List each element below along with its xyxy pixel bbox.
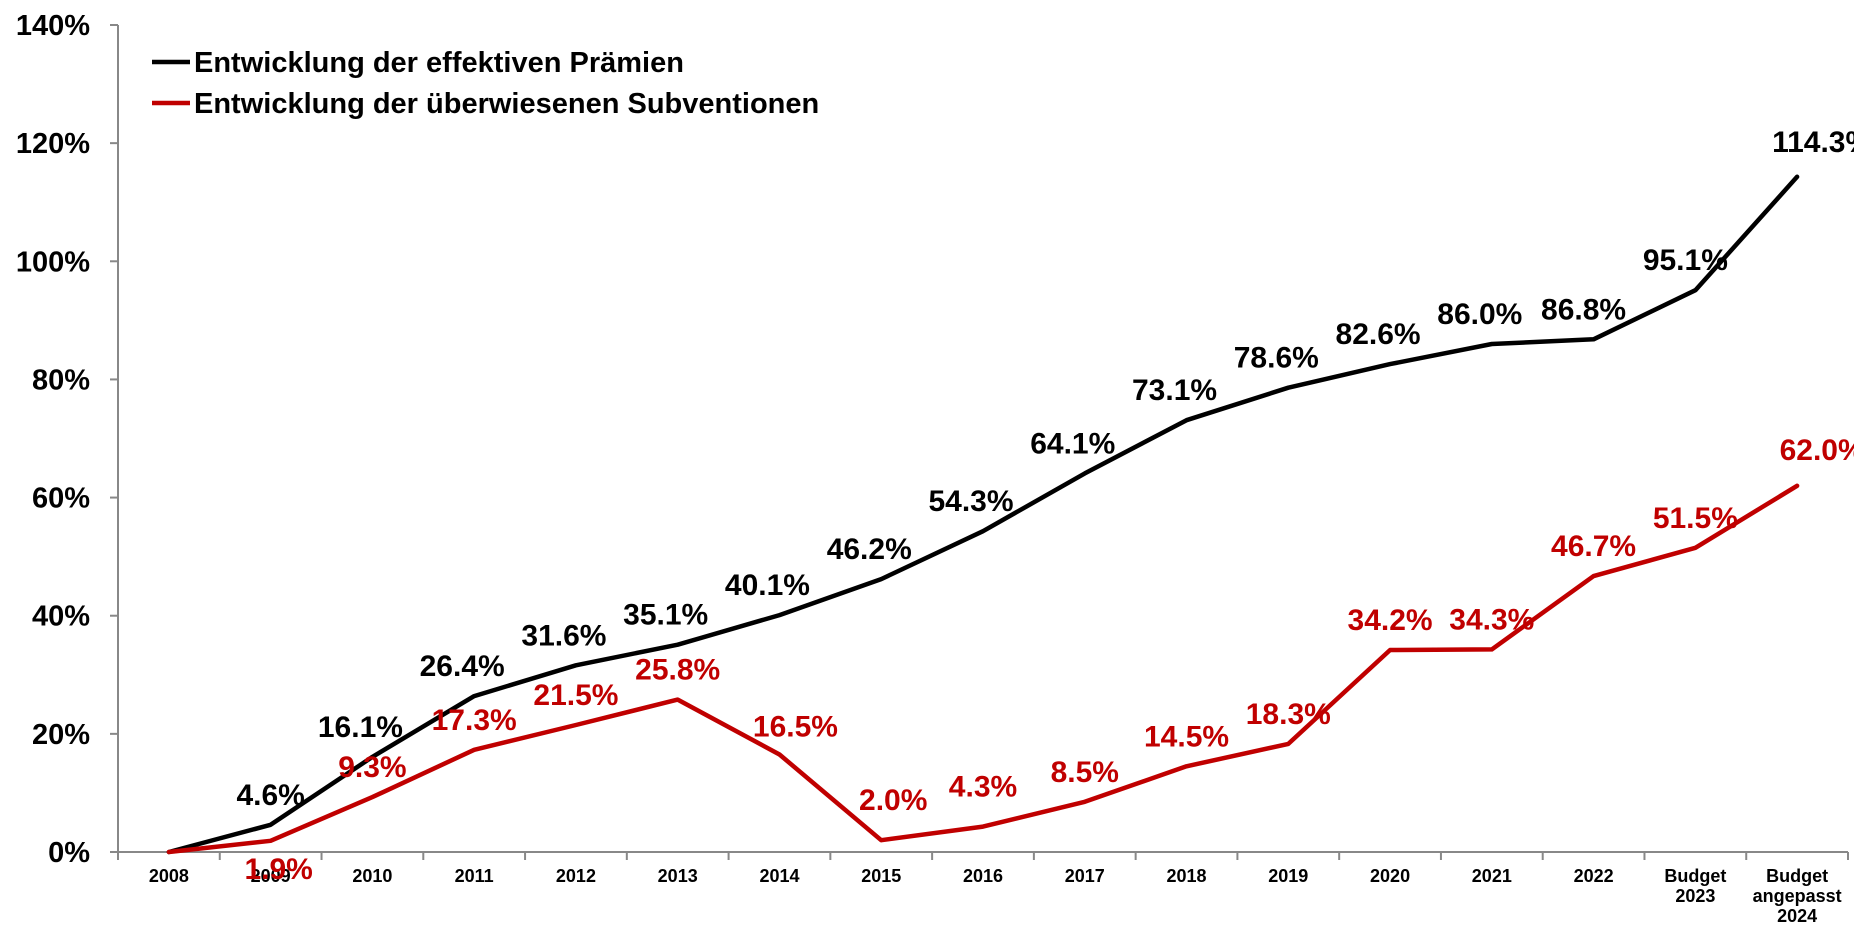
x-tick-label: 2016 xyxy=(963,866,1003,886)
data-label: 26.4% xyxy=(420,650,505,683)
data-label: 73.1% xyxy=(1132,374,1217,407)
data-label: 8.5% xyxy=(1051,756,1119,789)
x-axis-ticks: 2008 2009 2010 2011 2012 2013 2014 2015 2016 2017… xyxy=(117,852,1849,926)
data-label: 86.8% xyxy=(1541,293,1626,326)
x-tick-label: 2014 xyxy=(759,866,799,886)
axes xyxy=(117,25,1848,853)
data-label: 1.9% xyxy=(244,853,312,886)
y-tick-label: 40% xyxy=(32,601,90,633)
y-tick-label: 60% xyxy=(32,483,90,515)
x-tick-label: 2015 xyxy=(861,866,901,886)
y-axis-ticks: 0% 20% 40% 60% 80% 100% 120% 140% xyxy=(16,10,118,869)
x-tick-label: 2019 xyxy=(1268,866,1308,886)
data-label: 2.0% xyxy=(859,784,927,817)
data-label: 34.2% xyxy=(1348,604,1433,637)
y-tick-label: 140% xyxy=(16,10,90,42)
y-tick-label: 0% xyxy=(48,837,90,869)
data-label: 21.5% xyxy=(533,679,618,712)
y-tick-label: 80% xyxy=(32,364,90,396)
legend: Entwicklung der effektiven Prämien Entwic… xyxy=(152,47,819,120)
data-label: 9.3% xyxy=(338,751,406,784)
data-label: 54.3% xyxy=(928,485,1013,518)
x-tick-label: 2022 xyxy=(1574,866,1614,886)
x-tick-label: 2018 xyxy=(1167,866,1207,886)
x-tick-label: Budget 2023 xyxy=(1664,866,1726,906)
x-tick-label: 2017 xyxy=(1065,866,1105,886)
data-label: 46.2% xyxy=(827,533,912,566)
legend-entry: Entwicklung der überwiesenen Subventione… xyxy=(194,88,819,120)
x-tick-label: 2008 xyxy=(149,866,189,886)
data-label: 40.1% xyxy=(725,569,810,602)
data-label: 51.5% xyxy=(1653,502,1738,535)
x-tick-label: 2011 xyxy=(455,866,494,886)
data-label: 25.8% xyxy=(635,654,720,687)
x-tick-label: 2009 xyxy=(251,866,291,886)
series-line-1 xyxy=(166,483,1800,855)
data-label: 16.1% xyxy=(318,711,403,744)
data-label: 82.6% xyxy=(1336,318,1421,351)
data-label: 35.1% xyxy=(623,599,708,632)
data-label: 17.3% xyxy=(432,704,517,737)
data-label: 78.6% xyxy=(1234,342,1319,375)
data-label: 4.3% xyxy=(949,771,1017,804)
data-label: 18.3% xyxy=(1246,698,1331,731)
data-label: 34.3% xyxy=(1449,603,1534,636)
data-label: 46.7% xyxy=(1551,530,1636,563)
data-label: 64.1% xyxy=(1030,427,1115,460)
x-tick-label: Budget angepasst 2024 xyxy=(1753,866,1842,926)
x-tick-label: 2020 xyxy=(1370,866,1410,886)
data-label: 62.0% xyxy=(1780,434,1854,467)
data-label: 114.3% xyxy=(1772,126,1854,159)
data-label: 86.0% xyxy=(1437,298,1522,331)
data-label: 4.6% xyxy=(236,779,304,812)
x-tick-label: 2012 xyxy=(556,866,596,886)
series-lines xyxy=(166,174,1800,855)
legend-entry: Entwicklung der effektiven Prämien xyxy=(194,47,684,79)
data-label: 14.5% xyxy=(1144,720,1229,753)
series-line-0 xyxy=(166,174,1800,855)
data-label: 31.6% xyxy=(521,619,606,652)
y-tick-label: 20% xyxy=(32,719,90,751)
y-tick-label: 100% xyxy=(16,246,90,278)
x-tick-label: 2013 xyxy=(658,866,698,886)
y-tick-label: 120% xyxy=(16,128,90,160)
x-tick-label: 2010 xyxy=(352,866,392,886)
data-label: 16.5% xyxy=(753,711,838,744)
data-labels: 4.6% 16.1% 26.4% 31.6% 35.1% 40.1% 46.2% 54.3% 6… xyxy=(236,126,1854,886)
data-label: 95.1% xyxy=(1643,244,1728,277)
x-tick-label: 2021 xyxy=(1472,866,1512,886)
